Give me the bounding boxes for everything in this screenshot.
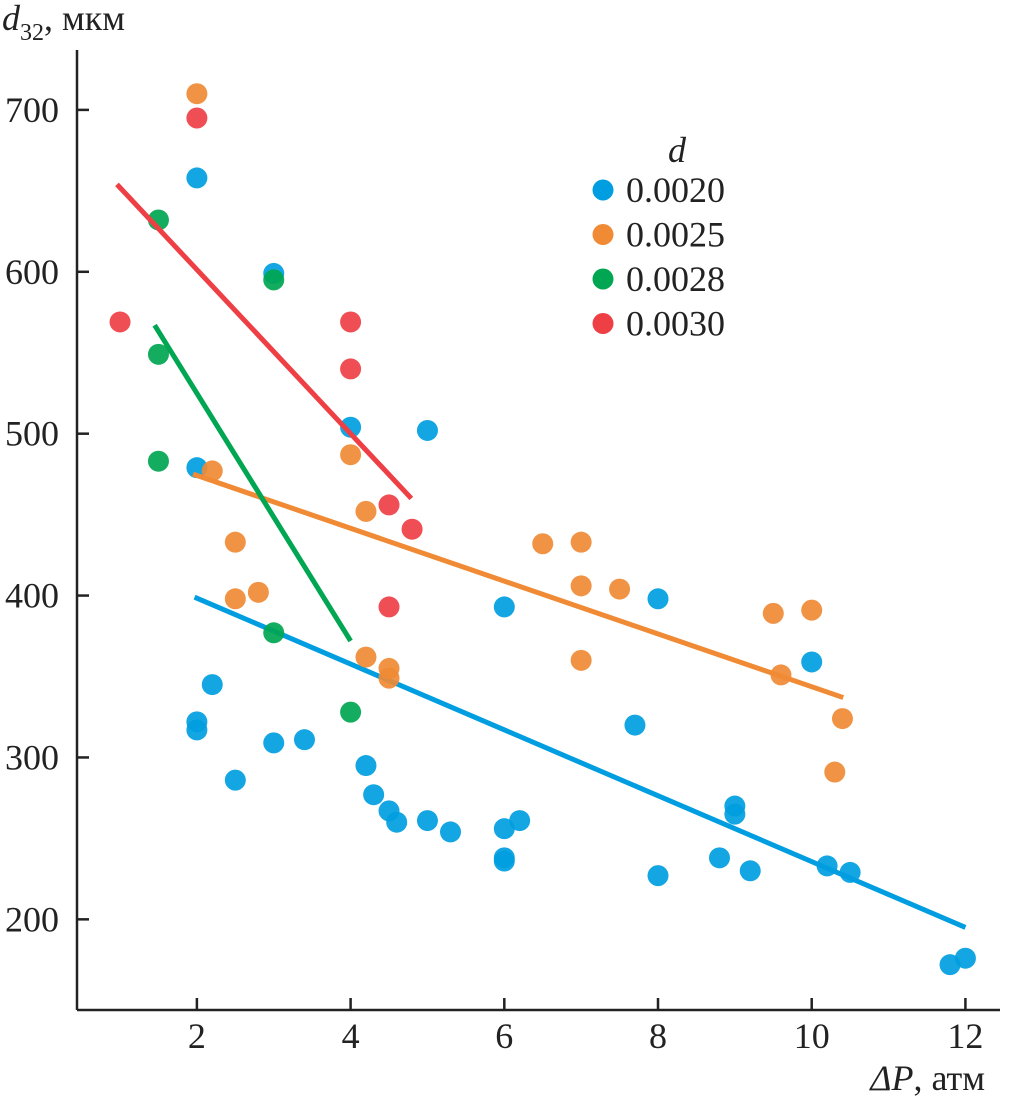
data-point (263, 732, 285, 754)
data-point (570, 649, 592, 671)
data-point (831, 708, 853, 730)
data-point (224, 769, 246, 791)
data-point (186, 719, 208, 741)
data-point (493, 850, 515, 872)
x-tick-label: 8 (649, 1016, 667, 1056)
x-axis-title: ΔP, атм (868, 1058, 985, 1098)
data-point (186, 107, 208, 129)
data-point (355, 500, 377, 522)
data-point (378, 596, 400, 618)
series-0.0028 (147, 209, 362, 723)
data-point (247, 581, 269, 603)
data-point (401, 518, 423, 540)
data-point (340, 701, 362, 723)
x-tick-label: 6 (495, 1016, 513, 1056)
data-point (724, 803, 746, 825)
data-point (708, 847, 730, 869)
data-point (224, 588, 246, 610)
data-point (263, 269, 285, 291)
data-point (340, 358, 362, 380)
data-point (147, 343, 169, 365)
fit-line (193, 594, 967, 930)
data-point (147, 450, 169, 472)
data-point (186, 167, 208, 189)
data-point (493, 818, 515, 840)
data-point (340, 444, 362, 466)
y-axis-title: d32, мкм (2, 0, 125, 46)
data-point (416, 810, 438, 832)
data-point (532, 533, 554, 555)
legend-label: 0.0028 (626, 259, 725, 299)
data-point (355, 755, 377, 777)
data-point (509, 810, 531, 832)
data-point (647, 588, 669, 610)
data-point (109, 311, 131, 333)
legend-label: 0.0030 (626, 304, 725, 344)
data-point (609, 578, 631, 600)
fit-line (115, 182, 414, 501)
series-0.0020 (186, 167, 976, 976)
data-point (293, 729, 315, 751)
data-point (824, 761, 846, 783)
data-point (378, 494, 400, 516)
data-point (340, 416, 362, 438)
data-point (647, 865, 669, 887)
legend-label: 0.0020 (626, 170, 725, 210)
x-tick-label: 12 (947, 1016, 983, 1056)
y-tick-label: 700 (5, 90, 59, 130)
data-point (624, 714, 646, 736)
y-tick-label: 600 (5, 252, 59, 292)
data-point (762, 602, 784, 624)
data-point (263, 622, 285, 644)
data-point (440, 821, 462, 843)
y-tick-label: 200 (5, 899, 59, 939)
fit-line (192, 471, 845, 700)
legend-marker (592, 313, 614, 334)
data-point (186, 83, 208, 105)
y-tick-label: 300 (5, 737, 59, 777)
legend-marker (592, 179, 614, 201)
data-point (801, 599, 823, 621)
data-point (355, 646, 377, 668)
legend-marker (592, 224, 614, 245)
legend-marker (592, 268, 614, 290)
data-point (416, 419, 438, 441)
x-tick-label: 4 (342, 1016, 360, 1056)
x-tick-label: 2 (188, 1016, 206, 1056)
data-point (954, 947, 976, 969)
x-tick-label: 10 (794, 1016, 830, 1056)
data-point (570, 575, 592, 597)
data-point (493, 596, 515, 618)
data-point (739, 860, 761, 882)
data-point (224, 531, 246, 553)
data-point (801, 651, 823, 673)
data-point (201, 460, 223, 482)
legend-label: 0.0025 (626, 215, 725, 255)
legend-title: d (668, 130, 687, 170)
y-tick-label: 400 (5, 576, 59, 616)
data-point (340, 311, 362, 333)
data-point (201, 674, 223, 696)
data-point (378, 667, 400, 689)
data-point (363, 784, 385, 806)
series-0.0030 (109, 107, 423, 618)
data-point (570, 531, 592, 553)
y-tick-label: 500 (5, 414, 59, 454)
data-point (386, 811, 408, 833)
series-0.0025 (186, 83, 853, 783)
fit-line (152, 323, 353, 643)
